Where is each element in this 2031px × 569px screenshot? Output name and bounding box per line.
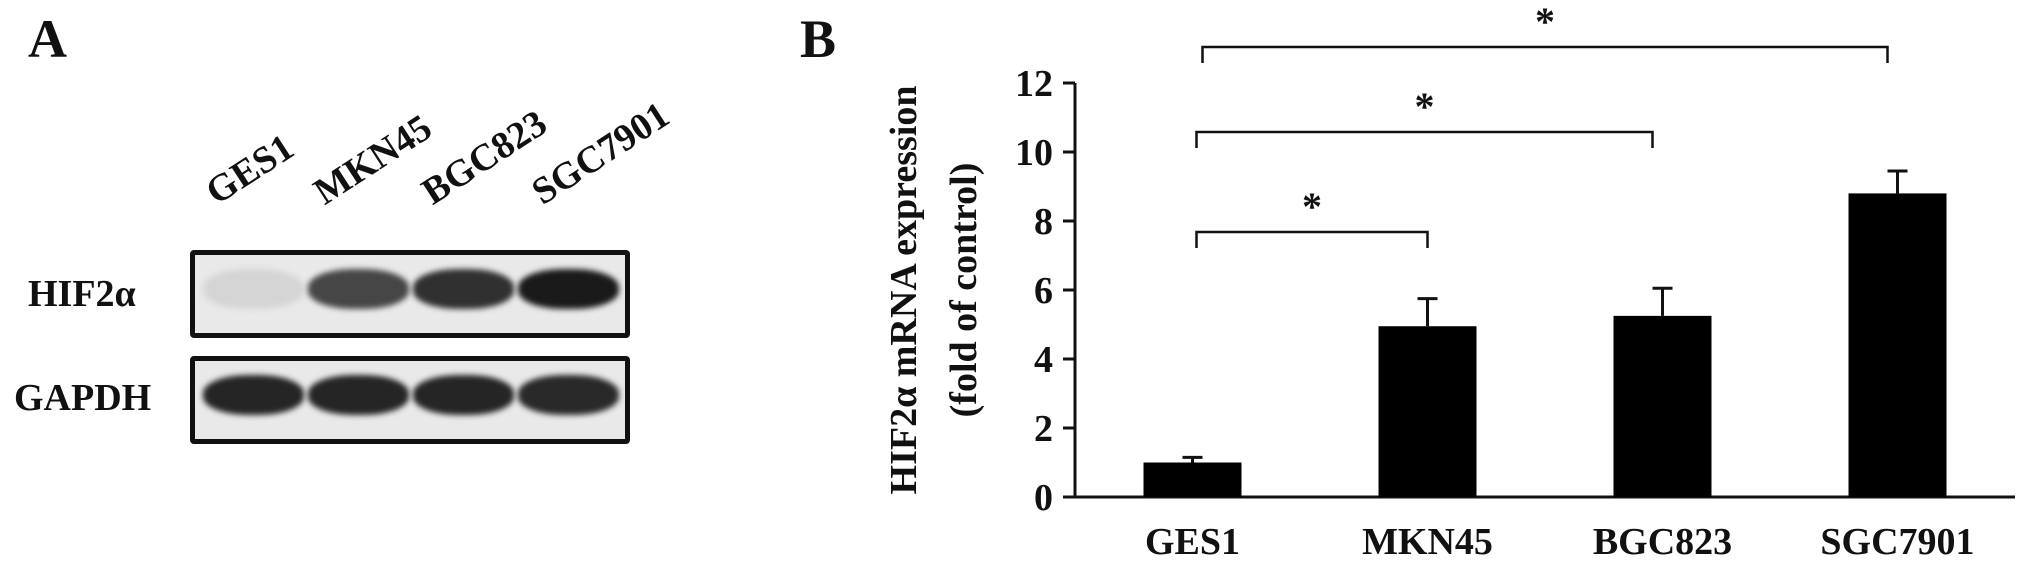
y-tick-label: 4	[1034, 339, 1053, 381]
blot-band	[203, 269, 304, 309]
blot-row-label-hif2a: HIF2α	[28, 273, 136, 315]
bar	[1143, 462, 1242, 497]
blot-band	[413, 375, 514, 415]
blot-band	[308, 269, 409, 309]
significance-label: *	[1302, 184, 1322, 229]
y-tick-label: 6	[1034, 270, 1053, 312]
y-tick-label: 8	[1034, 201, 1053, 243]
panel-b-letter: B	[800, 9, 837, 69]
bar	[1378, 326, 1477, 497]
x-tick-label: BGC823	[1593, 521, 1732, 563]
significance-bracket	[1195, 230, 1429, 248]
x-tick-label: GES1	[1145, 521, 1240, 563]
significance-bracket	[1195, 130, 1654, 148]
significance-label: *	[1535, 0, 1555, 44]
blot-row-label-gapdh: GAPDH	[14, 377, 152, 419]
y-tick-label: 0	[1034, 477, 1053, 519]
panel-a-letter: A	[28, 9, 67, 69]
bar	[1613, 315, 1712, 497]
y-tick-label: 10	[1015, 132, 1053, 174]
y-tick-label: 12	[1015, 63, 1053, 105]
blot-band	[203, 375, 304, 415]
blot-band	[308, 375, 409, 415]
bar	[1848, 193, 1947, 497]
significance-bracket	[1201, 45, 1889, 63]
y-axis-label-units: (fold of control)	[943, 163, 985, 418]
y-tick-label: 2	[1034, 408, 1053, 450]
blot-band	[413, 269, 514, 309]
x-tick-label: MKN45	[1362, 521, 1493, 563]
gapdh-blot-strip	[190, 356, 630, 444]
blot-band	[518, 269, 619, 309]
significance-label: *	[1415, 84, 1435, 129]
x-tick-label: SGC7901	[1820, 521, 1974, 563]
hif2a-blot-strip	[190, 250, 630, 338]
blot-band	[518, 375, 619, 415]
y-axis-label: HIF2α mRNA expression	[883, 86, 925, 495]
